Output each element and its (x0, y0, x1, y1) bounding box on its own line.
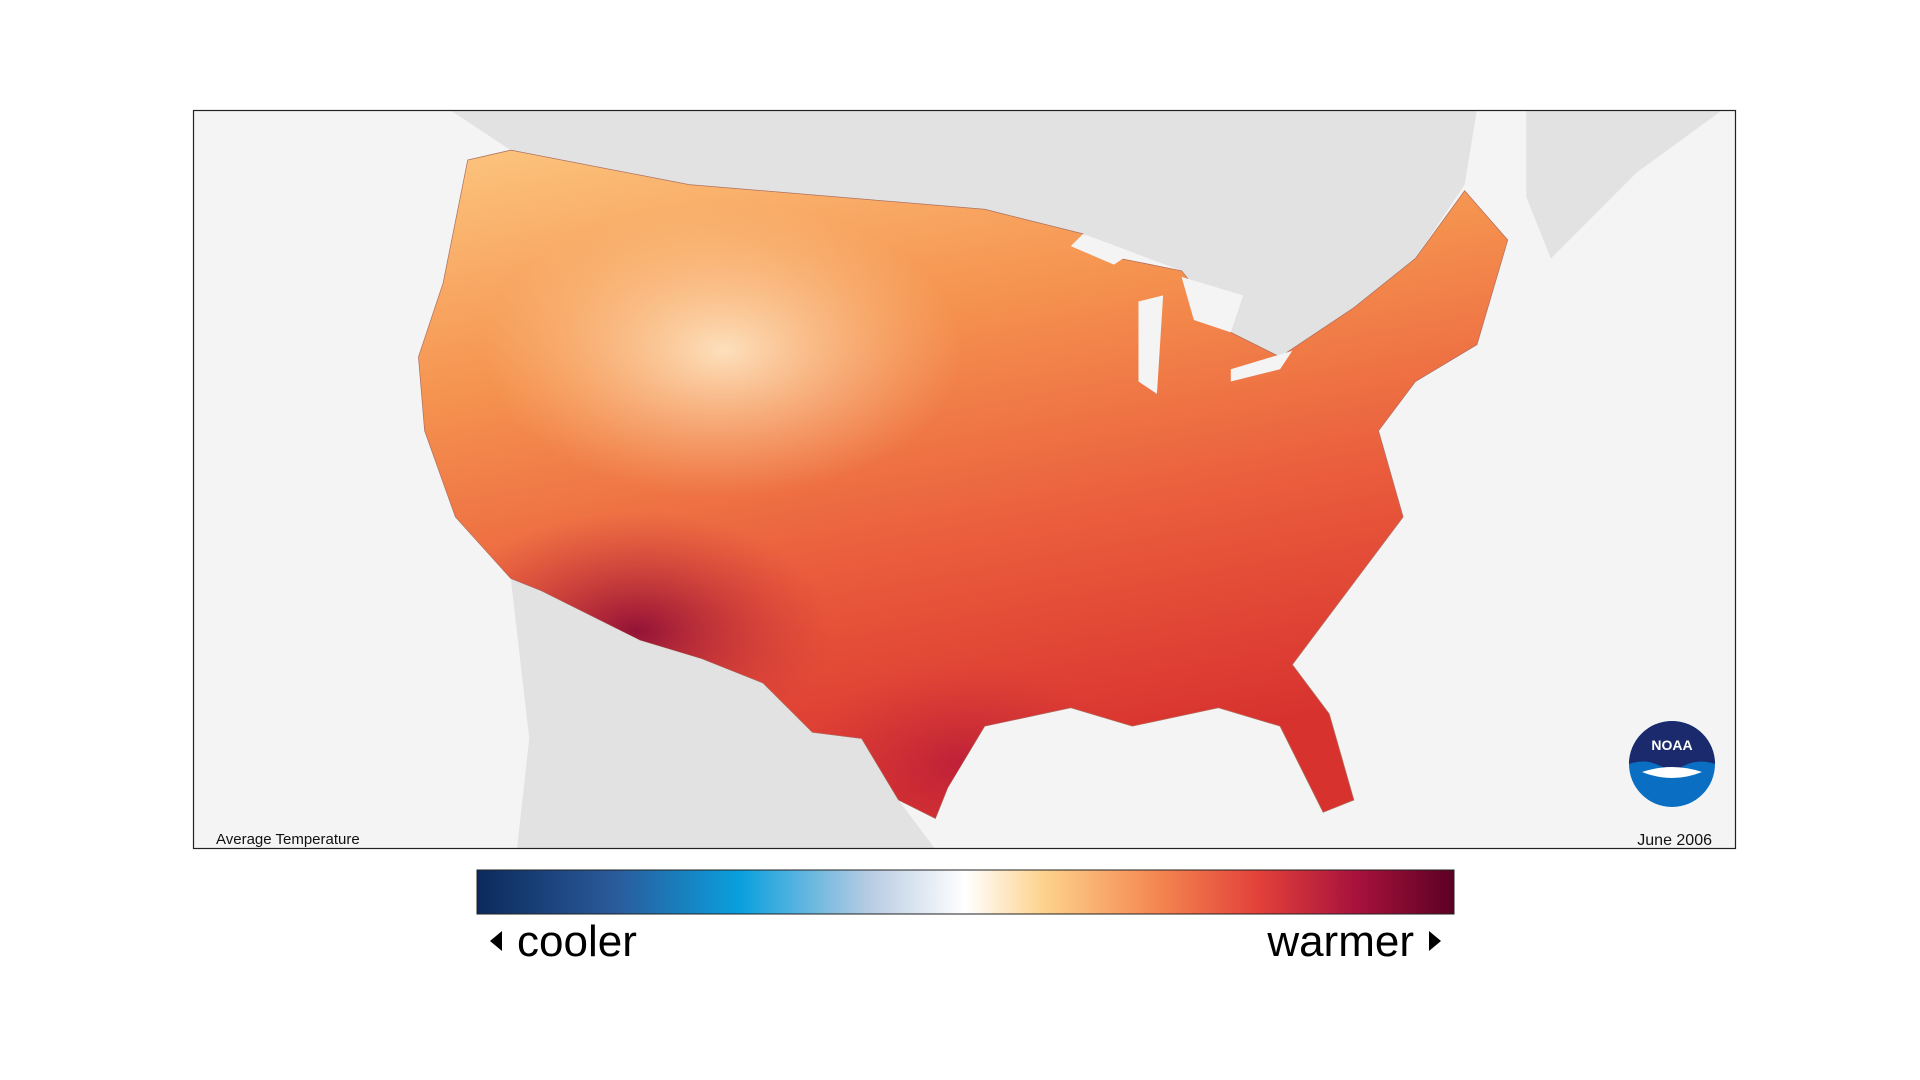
cooler-label: cooler (517, 917, 637, 966)
logo-text: NOAA (1651, 737, 1692, 753)
cooler-arrow (490, 931, 502, 951)
great-lakes (1070, 233, 1293, 394)
warmer-arrow (1429, 931, 1441, 951)
map: NOAA Average Temperature June 2006 (193, 110, 1736, 849)
logo-top (1629, 721, 1715, 774)
logo-bird (1642, 767, 1702, 778)
map-label: Average Temperature (216, 831, 360, 848)
noaa-logo: NOAA (1629, 721, 1715, 807)
texas-hot-area (418, 150, 1508, 819)
map-date: June 2006 (1637, 832, 1712, 849)
mexico (510, 578, 936, 849)
canada-east (1526, 110, 1723, 259)
map-frame (192, 109, 1737, 850)
warmer-label: warmer (1266, 917, 1414, 966)
colorbar (476, 869, 1455, 915)
contiguous-us (418, 149, 1509, 819)
